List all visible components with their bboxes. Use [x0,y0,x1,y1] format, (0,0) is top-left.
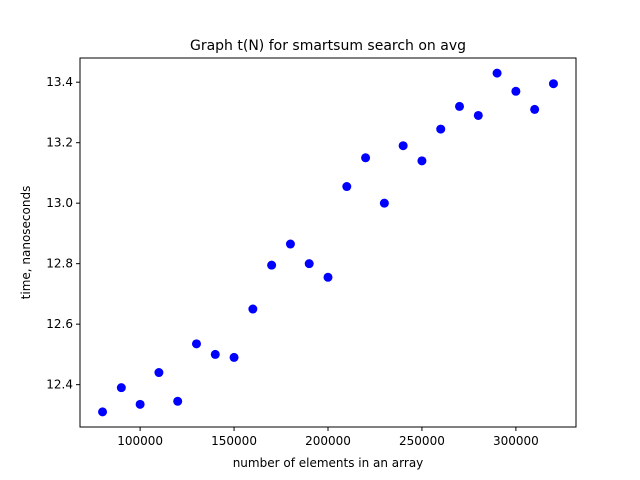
data-point [304,259,314,269]
data-point [473,110,483,120]
data-point [511,86,521,96]
plot-area [79,57,577,428]
data-point [98,407,108,417]
data-point [398,141,408,151]
data-point [135,399,145,409]
data-point [154,368,164,378]
data-point [229,352,239,362]
x-tick-label: 200000 [305,434,351,448]
y-axis-label: time, nanoseconds [19,186,33,300]
data-point [361,153,371,163]
data-point [248,304,258,314]
data-point [379,198,389,208]
y-tick-label: 13.2 [46,136,73,150]
data-point [285,239,295,249]
x-axis-label: number of elements in an array [233,456,424,470]
data-points [98,68,558,417]
data-point [267,260,277,270]
data-point [173,396,183,406]
y-tick-label: 13.0 [46,196,73,210]
data-point [191,339,201,349]
x-tick-label: 100000 [117,434,163,448]
chart-title: Graph t(N) for smartsum search on avg [190,38,466,54]
y-tick-label: 12.8 [46,257,73,271]
x-axis-ticks: 100000 150000 200000 250000 300000 [117,427,539,448]
data-point [492,68,502,78]
y-tick-label: 12.4 [46,378,73,392]
x-tick-label: 150000 [211,434,257,448]
data-point [548,79,558,89]
data-point [417,156,427,166]
y-tick-label: 13.4 [46,75,73,89]
data-point [530,104,540,114]
y-axis-ticks: 12.4 12.6 12.8 13.0 13.2 13.4 [46,75,80,392]
x-tick-label: 250000 [399,434,445,448]
data-point [436,124,446,134]
data-point [455,101,465,111]
data-point [116,383,126,393]
y-tick-label: 12.6 [46,317,73,331]
data-point [342,182,352,192]
data-point [210,349,220,359]
data-point [323,272,333,282]
x-tick-label: 300000 [493,434,539,448]
